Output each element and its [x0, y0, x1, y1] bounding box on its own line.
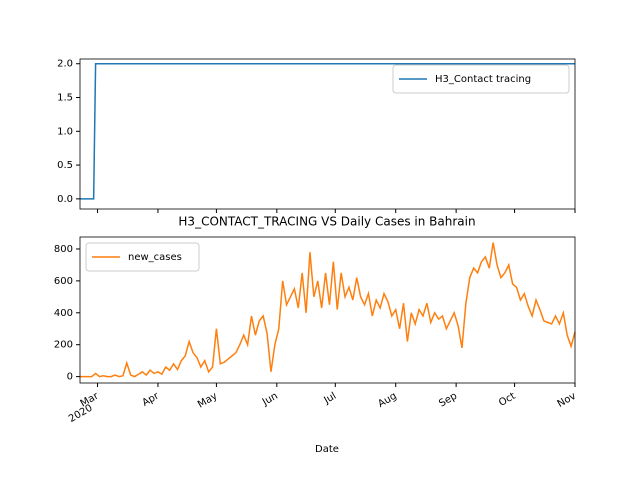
- y-tick-label: 0: [67, 372, 73, 383]
- y-tick-label: 1.0: [57, 126, 73, 137]
- y-tick-label: 600: [54, 276, 73, 287]
- y-tick-label: 400: [54, 308, 73, 319]
- axes-frame: [79, 58, 576, 210]
- y-tick-label: 200: [54, 340, 73, 351]
- legend-label: H3_Contact tracing: [435, 74, 531, 85]
- y-tick-label: 0.0: [57, 194, 73, 205]
- y-tick-label: 0.5: [57, 160, 73, 171]
- axes-frame: [79, 236, 576, 384]
- y-tick-label: 1.5: [57, 93, 73, 104]
- y-tick-label: 800: [54, 244, 73, 255]
- legend-label: new_cases: [128, 252, 182, 263]
- legend-box: [85, 242, 200, 272]
- chart-title: H3_CONTACT_TRACING VS Daily Cases in Bah…: [178, 215, 475, 229]
- y-tick-label: 2.0: [57, 59, 73, 70]
- data-line: [80, 62, 575, 200]
- x-axis-label: Date: [315, 444, 339, 455]
- legend-box: [392, 64, 570, 94]
- data-line: [80, 242, 576, 378]
